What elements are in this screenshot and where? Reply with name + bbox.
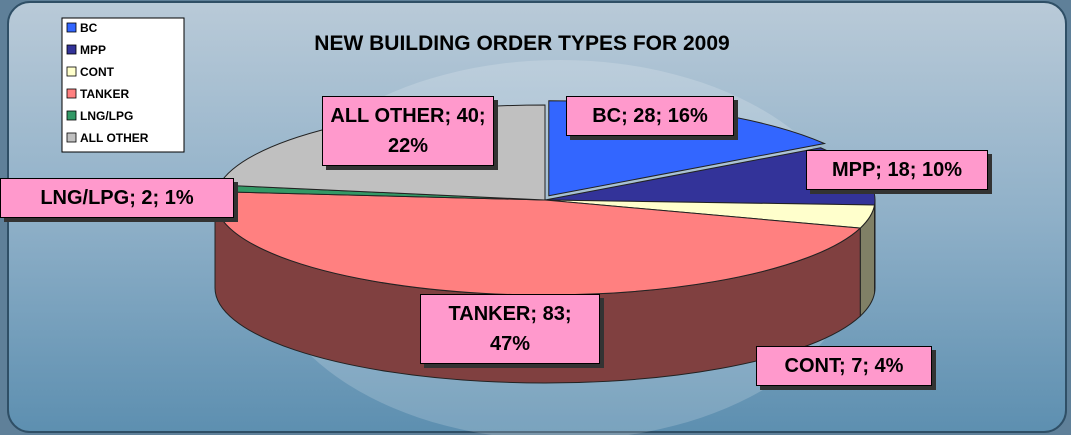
legend-swatch [66,110,77,121]
legend-swatch [66,66,77,77]
legend-label: TANKER [80,87,129,101]
legend: BC MPP CONT TANKER LNG/LPG ALL OTHER [61,17,185,153]
legend-label: LNG/LPG [80,109,133,123]
chart-title: NEW BUILDING ORDER TYPES FOR 2009 [314,32,729,55]
slice [214,191,862,296]
legend-swatch [66,44,77,55]
legend-swatch [66,88,77,99]
legend-label: ALL OTHER [80,131,149,145]
data-label: ALL OTHER; 40; 22% [322,96,494,166]
data-label: CONT; 7; 4% [756,346,932,386]
legend-label: MPP [80,43,106,57]
data-label: BC; 28; 16% [566,96,734,136]
data-label: LNG/LPG; 2; 1% [0,178,234,218]
legend-swatch [66,22,77,33]
legend-swatch [66,132,77,143]
legend-label: CONT [80,65,115,79]
legend-label: BC [80,21,98,35]
data-label: TANKER; 83; 47% [420,294,600,364]
legend-box [61,17,185,153]
data-label: MPP; 18; 10% [806,150,988,190]
